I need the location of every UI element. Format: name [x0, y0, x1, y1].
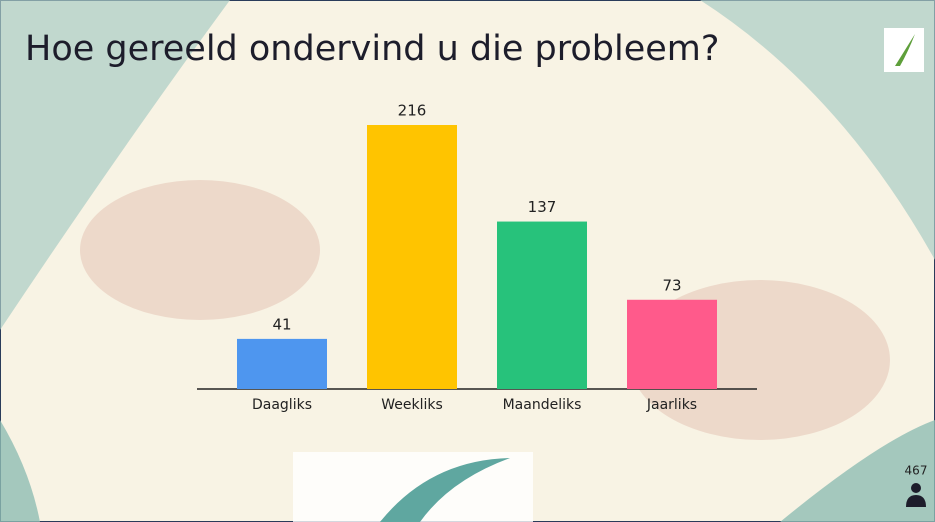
bar: [497, 221, 587, 389]
logo: [884, 28, 924, 72]
decor-shape: [700, 0, 935, 260]
value-label: 73: [662, 276, 681, 294]
decor-shape: [0, 420, 40, 522]
participant-icon: [906, 495, 926, 507]
bar: [627, 299, 717, 389]
value-label: 216: [398, 102, 427, 120]
logo-mark: [895, 34, 915, 66]
decor-shape: [0, 0, 230, 330]
x-tick-label: Daagliks: [252, 397, 312, 413]
x-tick-label: Jaarliks: [646, 397, 697, 413]
decor-logo: [380, 458, 510, 522]
decor-shape: [80, 180, 320, 320]
value-label: 137: [528, 198, 557, 216]
bar: [367, 125, 457, 389]
participant-count: 467: [905, 464, 928, 478]
x-tick-label: Maandeliks: [503, 397, 582, 413]
decor-shape: [780, 420, 935, 522]
chart-title: Hoe gereeld ondervind u die probleem?: [25, 29, 719, 69]
participant-icon: [911, 483, 921, 493]
value-label: 41: [272, 315, 291, 333]
bar: [237, 338, 327, 389]
x-tick-label: Weekliks: [381, 397, 443, 413]
